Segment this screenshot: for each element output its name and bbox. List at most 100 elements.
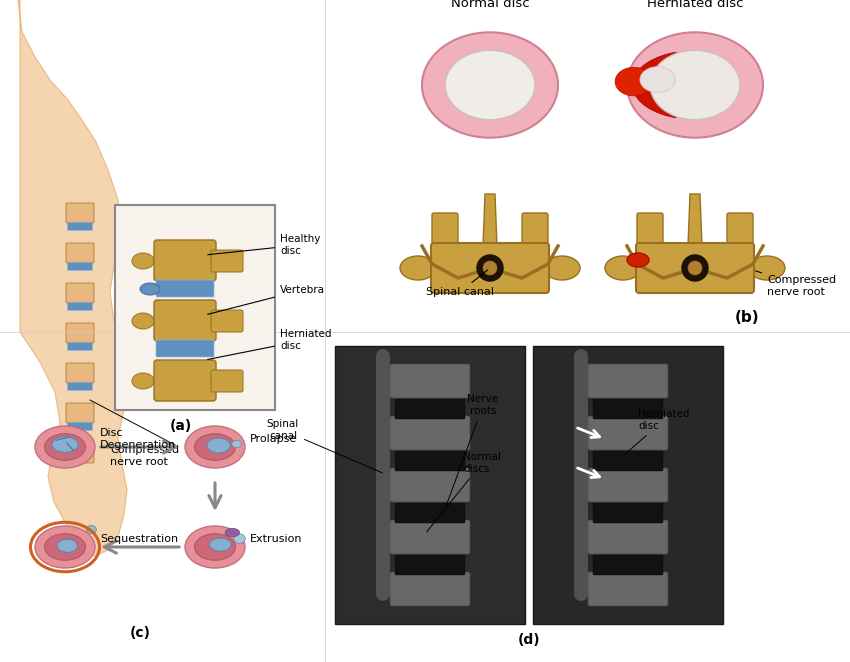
Ellipse shape — [52, 437, 78, 452]
Ellipse shape — [185, 526, 245, 568]
FancyBboxPatch shape — [67, 422, 93, 430]
Polygon shape — [18, 0, 130, 556]
FancyBboxPatch shape — [66, 283, 94, 303]
Ellipse shape — [44, 534, 85, 560]
FancyBboxPatch shape — [156, 280, 214, 297]
Circle shape — [682, 255, 708, 281]
FancyBboxPatch shape — [588, 572, 668, 606]
Circle shape — [688, 261, 702, 275]
Ellipse shape — [195, 434, 235, 460]
Text: (c): (c) — [129, 626, 150, 640]
Text: Herniated
disc: Herniated disc — [207, 329, 332, 359]
FancyBboxPatch shape — [335, 346, 525, 624]
FancyBboxPatch shape — [66, 243, 94, 263]
FancyBboxPatch shape — [66, 323, 94, 343]
Text: Compressed
nerve root: Compressed nerve root — [756, 271, 836, 297]
Ellipse shape — [216, 313, 238, 329]
Text: (a): (a) — [170, 419, 192, 433]
Ellipse shape — [605, 256, 641, 280]
FancyBboxPatch shape — [390, 416, 470, 450]
FancyBboxPatch shape — [67, 303, 93, 310]
Ellipse shape — [422, 32, 558, 138]
Ellipse shape — [544, 256, 580, 280]
Text: Sequestration: Sequestration — [100, 534, 178, 544]
FancyBboxPatch shape — [588, 364, 668, 398]
Text: Extrusion: Extrusion — [250, 534, 303, 544]
FancyBboxPatch shape — [66, 363, 94, 383]
FancyBboxPatch shape — [593, 555, 663, 575]
FancyBboxPatch shape — [390, 364, 470, 398]
FancyBboxPatch shape — [67, 222, 93, 230]
FancyBboxPatch shape — [588, 416, 668, 450]
Ellipse shape — [132, 313, 154, 329]
FancyBboxPatch shape — [593, 451, 663, 471]
Text: Spinal
canal: Spinal canal — [267, 420, 382, 473]
FancyBboxPatch shape — [533, 346, 723, 624]
Ellipse shape — [445, 50, 535, 120]
FancyBboxPatch shape — [66, 403, 94, 423]
Polygon shape — [632, 52, 695, 118]
Ellipse shape — [195, 534, 235, 560]
FancyBboxPatch shape — [390, 572, 470, 606]
FancyBboxPatch shape — [588, 520, 668, 554]
FancyBboxPatch shape — [593, 503, 663, 523]
Ellipse shape — [232, 440, 241, 448]
Ellipse shape — [234, 534, 246, 544]
FancyBboxPatch shape — [211, 370, 243, 392]
FancyBboxPatch shape — [154, 300, 216, 341]
FancyBboxPatch shape — [395, 555, 465, 575]
Text: Normal disc: Normal disc — [450, 0, 530, 10]
Text: Nerve
roots: Nerve roots — [446, 395, 498, 506]
FancyBboxPatch shape — [67, 383, 93, 391]
Ellipse shape — [749, 256, 785, 280]
Ellipse shape — [140, 283, 160, 295]
FancyBboxPatch shape — [67, 263, 93, 271]
Ellipse shape — [650, 50, 740, 120]
FancyBboxPatch shape — [390, 520, 470, 554]
Text: Prolapse: Prolapse — [250, 434, 298, 444]
FancyBboxPatch shape — [637, 213, 663, 259]
Ellipse shape — [627, 253, 649, 267]
FancyBboxPatch shape — [395, 503, 465, 523]
Ellipse shape — [35, 426, 95, 468]
Text: Vertebra: Vertebra — [207, 285, 325, 314]
Text: Compressed
nerve root: Compressed nerve root — [110, 446, 179, 467]
FancyBboxPatch shape — [522, 213, 548, 259]
FancyBboxPatch shape — [67, 342, 93, 350]
Text: (b): (b) — [735, 310, 760, 325]
FancyBboxPatch shape — [588, 468, 668, 502]
Ellipse shape — [216, 253, 238, 269]
FancyBboxPatch shape — [431, 243, 549, 293]
Text: Herniated disc: Herniated disc — [647, 0, 743, 10]
Ellipse shape — [132, 373, 154, 389]
Ellipse shape — [400, 256, 436, 280]
FancyBboxPatch shape — [66, 443, 94, 463]
Text: Healthy
disc: Healthy disc — [207, 234, 320, 256]
Ellipse shape — [216, 373, 238, 389]
Polygon shape — [483, 194, 497, 246]
FancyBboxPatch shape — [211, 310, 243, 332]
FancyBboxPatch shape — [211, 250, 243, 272]
Ellipse shape — [35, 526, 95, 568]
Ellipse shape — [185, 426, 245, 468]
Circle shape — [477, 255, 503, 281]
Ellipse shape — [615, 68, 653, 96]
Ellipse shape — [207, 438, 230, 453]
Circle shape — [483, 261, 497, 275]
Text: Spinal canal: Spinal canal — [426, 269, 494, 297]
FancyBboxPatch shape — [395, 451, 465, 471]
FancyBboxPatch shape — [154, 360, 216, 401]
FancyBboxPatch shape — [66, 203, 94, 223]
Ellipse shape — [57, 540, 77, 552]
Text: Disc
Degeneration: Disc Degeneration — [100, 428, 176, 449]
Ellipse shape — [132, 253, 154, 269]
Ellipse shape — [225, 528, 240, 537]
FancyBboxPatch shape — [593, 399, 663, 419]
FancyBboxPatch shape — [727, 213, 753, 259]
Text: Normal
discs: Normal discs — [427, 452, 501, 532]
FancyBboxPatch shape — [432, 213, 458, 259]
Ellipse shape — [44, 434, 85, 460]
FancyBboxPatch shape — [156, 340, 214, 357]
FancyBboxPatch shape — [154, 240, 216, 281]
Ellipse shape — [640, 67, 675, 93]
